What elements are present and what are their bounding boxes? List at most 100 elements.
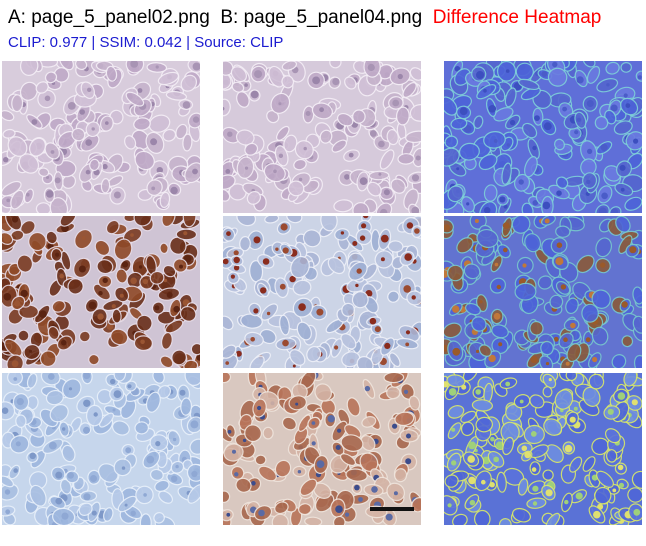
tissue-nucleus bbox=[91, 510, 97, 516]
tissue-nucleus bbox=[83, 399, 91, 407]
tissue-nucleus bbox=[67, 102, 76, 110]
tissue-nucleus bbox=[618, 482, 625, 488]
tissue-nucleus bbox=[601, 192, 608, 200]
tissue-cell bbox=[292, 279, 312, 296]
tissue-cell bbox=[299, 478, 318, 497]
tissue-cell bbox=[356, 356, 374, 368]
tissue-nucleus bbox=[380, 257, 385, 262]
tissue-nucleus bbox=[12, 216, 19, 223]
tissue-nucleus bbox=[593, 510, 601, 519]
tissue-cell bbox=[7, 136, 28, 157]
tissue-nucleus bbox=[553, 336, 559, 342]
tissue-nucleus bbox=[496, 441, 504, 450]
tissue-nucleus bbox=[163, 278, 168, 283]
tissue-cell bbox=[2, 110, 15, 122]
tissue-cell bbox=[100, 178, 111, 194]
tissue-cell bbox=[124, 135, 137, 150]
tissue-cell bbox=[139, 513, 152, 525]
tissue-nucleus bbox=[190, 420, 199, 429]
tissue-cell bbox=[159, 191, 171, 209]
tissue-cell bbox=[529, 320, 544, 336]
tissue-cell bbox=[620, 61, 632, 73]
tissue-cell bbox=[183, 359, 199, 368]
tissue-nucleus bbox=[335, 445, 341, 450]
tissue-nucleus bbox=[54, 177, 61, 184]
tissue-nucleus bbox=[85, 139, 92, 146]
tissue-nucleus bbox=[91, 127, 95, 131]
tissue-nucleus bbox=[183, 255, 192, 263]
tissue-nucleus bbox=[451, 460, 457, 466]
tissue-nucleus bbox=[499, 196, 506, 203]
tissue-cell bbox=[394, 468, 408, 483]
panel-b-row3 bbox=[223, 373, 421, 525]
tissue-cell bbox=[160, 331, 173, 350]
tissue-cell bbox=[444, 147, 460, 167]
tissue-nucleus bbox=[494, 262, 499, 267]
tissue-nucleus bbox=[575, 492, 583, 500]
tissue-cell bbox=[405, 130, 421, 144]
tissue-nucleus bbox=[488, 105, 497, 113]
label-heatmap: Difference Heatmap bbox=[432, 7, 602, 28]
tissue-nucleus bbox=[362, 216, 369, 219]
tissue-cell bbox=[60, 250, 72, 271]
tissue-cell bbox=[395, 106, 410, 126]
tissue-cell bbox=[388, 352, 401, 368]
tissue-cell bbox=[165, 90, 188, 101]
tissue-cell bbox=[302, 229, 322, 248]
tissue-cell bbox=[67, 278, 84, 295]
tissue-nucleus bbox=[20, 289, 28, 298]
tissue-nucleus bbox=[532, 501, 538, 506]
panel-b-row1 bbox=[223, 61, 421, 213]
tissue-nucleus bbox=[617, 464, 624, 471]
tissue-nucleus bbox=[258, 509, 265, 517]
tissue-cell bbox=[274, 501, 289, 515]
tissue-cell bbox=[180, 74, 198, 92]
tissue-nucleus bbox=[295, 402, 299, 406]
tissue-cell bbox=[345, 468, 368, 482]
tissue-nucleus bbox=[384, 342, 391, 349]
tissue-nucleus bbox=[312, 76, 320, 85]
tissue-cell bbox=[409, 67, 421, 81]
tissue-cell bbox=[329, 61, 342, 69]
tissue-cell bbox=[223, 315, 234, 331]
tissue-nucleus bbox=[454, 66, 461, 72]
tissue-cell bbox=[88, 353, 100, 366]
tissue-nucleus bbox=[130, 61, 139, 68]
tissue-cell bbox=[594, 115, 609, 130]
tissue-nucleus bbox=[235, 350, 242, 357]
tissue-cell bbox=[555, 225, 571, 238]
tissue-nucleus bbox=[150, 138, 158, 146]
tissue-cell bbox=[518, 78, 540, 91]
tissue-nucleus bbox=[380, 208, 388, 213]
tissue-cell bbox=[111, 420, 130, 436]
tissue-nucleus bbox=[166, 292, 173, 298]
tissue-cell bbox=[110, 328, 129, 346]
tissue-cell bbox=[293, 158, 307, 171]
tissue-nucleus bbox=[59, 273, 64, 279]
tissue-nucleus bbox=[182, 101, 191, 109]
tissue-nucleus bbox=[113, 191, 121, 199]
tissue-cell bbox=[452, 513, 468, 525]
tissue-cell bbox=[611, 354, 627, 368]
tissue-nucleus bbox=[171, 475, 178, 482]
tissue-cell bbox=[340, 434, 364, 452]
tissue-nucleus bbox=[397, 73, 403, 80]
tissue-nucleus bbox=[565, 361, 570, 366]
tissue-cell bbox=[187, 484, 200, 504]
tissue-nucleus bbox=[574, 130, 579, 135]
tissue-cell bbox=[244, 424, 262, 443]
tissue-nucleus bbox=[541, 71, 548, 77]
tissue-nucleus bbox=[142, 278, 149, 285]
tissue-nucleus bbox=[162, 245, 168, 250]
tissue-cell bbox=[471, 399, 493, 412]
tissue-nucleus bbox=[124, 503, 128, 507]
label-b: B: page_5_panel04.png bbox=[220, 7, 423, 28]
tissue-cell bbox=[471, 316, 487, 332]
tissue-cell bbox=[264, 216, 280, 224]
tissue-nucleus bbox=[278, 153, 284, 158]
tissue-nucleus bbox=[6, 198, 11, 203]
header-title-row: A: page_5_panel02.png B: page_5_panel04.… bbox=[8, 6, 601, 30]
tissue-nucleus bbox=[138, 265, 143, 269]
tissue-cell bbox=[517, 478, 529, 496]
tissue-nucleus bbox=[348, 152, 354, 158]
